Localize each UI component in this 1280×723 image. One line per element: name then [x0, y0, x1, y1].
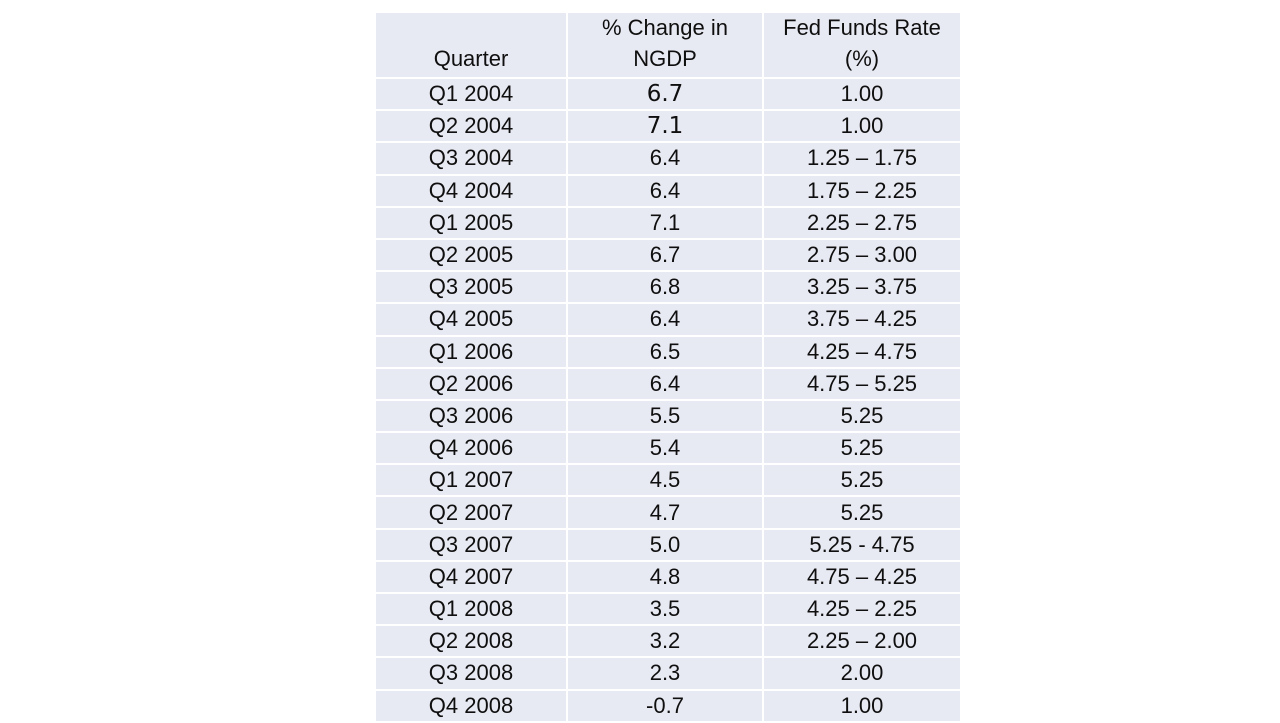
cell-quarter: Q2 2007 [376, 497, 566, 528]
header-ngdp-change: % Change in NGDP [568, 13, 762, 77]
cell-ngdp-change: 4.5 [568, 465, 762, 496]
cell-ngdp-change: -0.7 [568, 690, 762, 721]
table-row: Q2 2006 6.4 4.75 – 5.25 [376, 368, 960, 399]
cell-quarter: Q1 2007 [376, 465, 566, 496]
cell-quarter: Q1 2006 [376, 336, 566, 367]
table-row: Q3 2008 2.3 2.00 [376, 658, 960, 689]
cell-quarter: Q2 2006 [376, 368, 566, 399]
header-ngdp-line1: % Change in [602, 15, 728, 40]
cell-ngdp-change: 6.4 [568, 175, 762, 206]
table-row: Q2 2004 7.1 1.00 [376, 111, 960, 142]
cell-quarter: Q3 2005 [376, 272, 566, 303]
cell-ngdp-change: 7.1 [568, 207, 762, 238]
cell-fed-funds-rate: 1.00 [764, 79, 960, 110]
cell-ngdp-change: 3.2 [568, 626, 762, 657]
cell-fed-funds-rate: 1.25 – 1.75 [764, 143, 960, 174]
header-quarter-label: Quarter [433, 46, 509, 71]
cell-ngdp-change: 4.8 [568, 561, 762, 592]
cell-quarter: Q4 2005 [376, 304, 566, 335]
cell-quarter: Q3 2008 [376, 658, 566, 689]
cell-quarter: Q3 2004 [376, 143, 566, 174]
header-fed-funds-line1: Fed Funds Rate [783, 15, 941, 40]
header-fed-funds-rate: Fed Funds Rate (%) [764, 13, 960, 77]
table-row: Q4 2006 5.4 5.25 [376, 433, 960, 464]
cell-ngdp-change: 6.5 [568, 336, 762, 367]
cell-ngdp-change: 3.5 [568, 594, 762, 625]
table-row: Q1 2006 6.5 4.25 – 4.75 [376, 336, 960, 367]
cell-ngdp-change: 5.0 [568, 529, 762, 560]
cell-quarter: Q1 2008 [376, 594, 566, 625]
table-row: Q4 2005 6.4 3.75 – 4.25 [376, 304, 960, 335]
table-header-row: Quarter % Change in NGDP Fed Funds Rate … [376, 13, 960, 77]
table-row: Q1 2005 7.1 2.25 – 2.75 [376, 207, 960, 238]
cell-fed-funds-rate: 2.25 – 2.00 [764, 626, 960, 657]
table-row: Q2 2008 3.2 2.25 – 2.00 [376, 626, 960, 657]
table-row: Q1 2004 6.7 1.00 [376, 79, 960, 110]
table-row: Q2 2005 6.7 2.75 – 3.00 [376, 239, 960, 271]
table-row: Q3 2005 6.8 3.25 – 3.75 [376, 272, 960, 303]
cell-fed-funds-rate: 5.25 [764, 400, 960, 432]
cell-fed-funds-rate: 1.75 – 2.25 [764, 175, 960, 206]
cell-quarter: Q4 2007 [376, 561, 566, 592]
table-row: Q3 2007 5.0 5.25 - 4.75 [376, 529, 960, 560]
table-body: Q1 2004 6.7 1.00 Q2 2004 7.1 1.00 Q3 200… [376, 79, 960, 721]
cell-fed-funds-rate: 4.25 – 4.75 [764, 336, 960, 367]
table-row: Q4 2004 6.4 1.75 – 2.25 [376, 175, 960, 206]
table-row: Q3 2006 5.5 5.25 [376, 400, 960, 432]
table-row: Q2 2007 4.7 5.25 [376, 497, 960, 528]
cell-fed-funds-rate: 1.00 [764, 690, 960, 721]
cell-quarter: Q2 2008 [376, 626, 566, 657]
cell-quarter: Q1 2004 [376, 79, 566, 110]
table-row: Q1 2008 3.5 4.25 – 2.25 [376, 594, 960, 625]
cell-fed-funds-rate: 4.75 – 5.25 [764, 368, 960, 399]
cell-ngdp-change: 2.3 [568, 658, 762, 689]
table-row: Q4 2007 4.8 4.75 – 4.25 [376, 561, 960, 592]
cell-ngdp-change: 6.8 [568, 272, 762, 303]
cell-quarter: Q2 2005 [376, 239, 566, 271]
cell-ngdp-change: 5.4 [568, 433, 762, 464]
cell-ngdp-change: 6.7 [568, 239, 762, 271]
cell-ngdp-change: 6.7 [568, 79, 762, 110]
cell-ngdp-change: 6.4 [568, 143, 762, 174]
cell-fed-funds-rate: 3.75 – 4.25 [764, 304, 960, 335]
cell-ngdp-change: 6.4 [568, 368, 762, 399]
cell-quarter: Q2 2004 [376, 111, 566, 142]
cell-quarter: Q4 2004 [376, 175, 566, 206]
cell-ngdp-change: 6.4 [568, 304, 762, 335]
table-row: Q1 2007 4.5 5.25 [376, 465, 960, 496]
cell-fed-funds-rate: 4.75 – 4.25 [764, 561, 960, 592]
cell-fed-funds-rate: 2.75 – 3.00 [764, 239, 960, 271]
header-fed-funds-line2: (%) [844, 46, 880, 71]
cell-fed-funds-rate: 4.25 – 2.25 [764, 594, 960, 625]
cell-quarter: Q1 2005 [376, 207, 566, 238]
cell-fed-funds-rate: 2.25 – 2.75 [764, 207, 960, 238]
cell-ngdp-change: 7.1 [568, 111, 762, 142]
cell-quarter: Q3 2007 [376, 529, 566, 560]
table-row: Q3 2004 6.4 1.25 – 1.75 [376, 143, 960, 174]
cell-ngdp-change: 5.5 [568, 400, 762, 432]
cell-fed-funds-rate: 5.25 [764, 497, 960, 528]
cell-fed-funds-rate: 1.00 [764, 111, 960, 142]
cell-ngdp-change: 4.7 [568, 497, 762, 528]
ngdp-fed-funds-table: Quarter % Change in NGDP Fed Funds Rate … [376, 13, 960, 723]
cell-quarter: Q3 2006 [376, 400, 566, 432]
cell-fed-funds-rate: 5.25 [764, 465, 960, 496]
cell-fed-funds-rate: 2.00 [764, 658, 960, 689]
cell-fed-funds-rate: 5.25 [764, 433, 960, 464]
cell-fed-funds-rate: 5.25 - 4.75 [764, 529, 960, 560]
header-quarter: Quarter [376, 13, 566, 77]
header-ngdp-line2: NGDP [633, 46, 697, 71]
table-row: Q4 2008 -0.7 1.00 [376, 690, 960, 721]
cell-quarter: Q4 2006 [376, 433, 566, 464]
cell-quarter: Q4 2008 [376, 690, 566, 721]
cell-fed-funds-rate: 3.25 – 3.75 [764, 272, 960, 303]
